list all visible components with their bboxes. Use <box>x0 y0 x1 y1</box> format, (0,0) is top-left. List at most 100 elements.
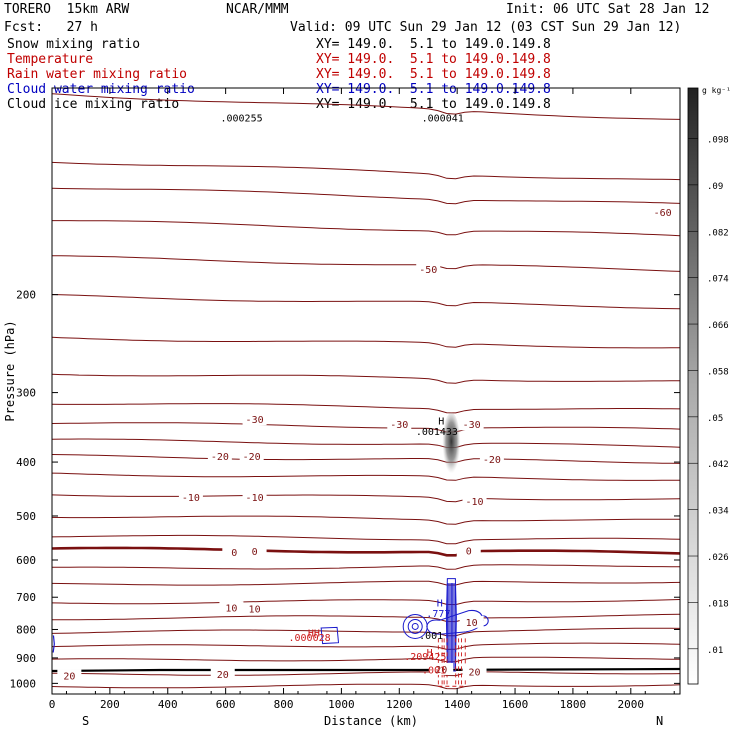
colorbar-tick-label: .026 <box>707 553 729 563</box>
x-tick-label: 800 <box>274 698 294 711</box>
temperature-contour <box>52 422 680 433</box>
colorbar-tick-label: .082 <box>707 228 729 238</box>
temperature-contour <box>52 671 680 677</box>
cloud-water-contour <box>407 618 423 634</box>
temperature-label-bg <box>239 449 264 462</box>
colorbar-tick-label: .058 <box>707 367 729 377</box>
extremum-label: .209425 <box>404 652 446 663</box>
temperature-contour <box>52 546 680 557</box>
temperature-label-bg <box>242 413 267 426</box>
temperature-label-bg <box>456 544 481 557</box>
temperature-contour <box>52 534 680 545</box>
temperature-label-bg <box>242 602 267 615</box>
extremum-label: .000041 <box>422 113 464 124</box>
colorbar-tick-label: .034 <box>707 507 729 517</box>
plot-frame <box>51 87 681 695</box>
colorbar-tick-label: .018 <box>707 599 729 609</box>
temperature-contour <box>52 161 680 181</box>
temperature-contour <box>52 515 680 525</box>
temperature-label-bg <box>429 662 454 675</box>
temperature-label-bg <box>459 615 484 628</box>
temperature-contour <box>52 454 680 464</box>
y-tick-label: 200 <box>16 289 36 302</box>
extremum-label: .777 <box>426 609 450 620</box>
temperature-label-bg <box>210 668 235 681</box>
colorbar-tick-label: .066 <box>707 321 729 331</box>
temperature-label-bg <box>462 665 487 678</box>
y-tick-label: 1000 <box>10 677 37 690</box>
temperature-label: 20 <box>63 672 75 683</box>
center-title: NCAR/MMM <box>226 2 289 17</box>
cloud-water-contour <box>52 635 55 653</box>
x-tick-label: 1800 <box>560 698 587 711</box>
field-xy-range: XY= 149.0. 5.1 to 149.0.149.8 <box>316 67 551 82</box>
temperature-label: -20 <box>211 452 229 463</box>
temperature-contour <box>52 403 680 414</box>
temperature-contour <box>52 93 680 120</box>
temperature-label-bg <box>242 490 267 503</box>
extremum-label: .000255 <box>220 113 262 124</box>
y-tick-label: 700 <box>16 591 36 604</box>
temperature-contour <box>52 613 680 623</box>
colorbar-unit: g kg⁻¹ <box>702 86 731 95</box>
temperature-contour <box>52 599 680 606</box>
temperature-label-bg <box>207 449 232 462</box>
temperature-contour <box>52 472 680 481</box>
temperature-label: 0 <box>252 547 258 558</box>
temperature-label-bg <box>57 669 82 682</box>
temperature-label: 20 <box>217 670 229 681</box>
temperature-contour <box>52 564 680 570</box>
temperature-label-bg <box>387 418 412 431</box>
init-time: Init: 06 UTC Sat 28 Jan 12 <box>506 2 710 17</box>
x-tick-label: 600 <box>216 698 236 711</box>
y-tick-label: 300 <box>16 387 36 400</box>
cloud-water-contour <box>411 623 419 630</box>
temperature-contour <box>52 220 680 237</box>
x-tick-label: 2000 <box>618 698 645 711</box>
temperature-label: 0 <box>231 548 237 559</box>
temperature-contour <box>52 336 680 349</box>
model-title: TORERO 15km ARW <box>4 2 130 17</box>
temperature-contour <box>52 580 680 586</box>
colorbar-gradient <box>687 87 699 685</box>
temperature-label: -20 <box>483 455 501 466</box>
temperature-contour <box>52 187 680 205</box>
cloud-water-contour <box>320 626 340 645</box>
x-tick-label: 400 <box>158 698 178 711</box>
x-tick-label: 1400 <box>444 698 471 711</box>
ground-line <box>52 667 680 673</box>
temperature-label: -30 <box>390 420 408 431</box>
temperature-label-bg <box>479 453 504 466</box>
colorbar-tick-label: .01 <box>707 646 723 656</box>
y-axis-label: Pressure (hPa) <box>3 320 17 421</box>
temperature-contour <box>52 642 680 650</box>
temperature-label-bg <box>462 495 487 508</box>
temperature-contour <box>52 438 680 448</box>
cloud-water-contour <box>402 613 428 639</box>
temperature-contour <box>52 494 680 503</box>
temperature-label-bg <box>416 263 441 276</box>
x-tick-label: 200 <box>100 698 120 711</box>
valid-time: Valid: 09 UTC Sun 29 Jan 12 (03 CST Sun … <box>290 20 682 35</box>
y-tick-label: 600 <box>16 554 36 567</box>
y-tick-label: 900 <box>16 652 36 665</box>
temperature-label: -30 <box>463 420 481 431</box>
temperature-label-bg <box>222 545 247 558</box>
temperature-label: -10 <box>182 493 200 504</box>
colorbar-tick-label: .074 <box>707 275 729 285</box>
temperature-label-bg <box>650 205 675 218</box>
temperature-label: 10 <box>249 605 261 616</box>
x-tick-label: 0 <box>49 698 56 711</box>
temperature-contour <box>52 294 680 310</box>
temperature-label: -10 <box>246 493 264 504</box>
field-xy-range: XY= 149.0. 5.1 to 149.0.149.8 <box>316 52 551 67</box>
cloud-water-column <box>445 578 457 672</box>
y-tick-label: 400 <box>16 456 36 469</box>
colorbar-tick-label: .042 <box>707 460 729 470</box>
temperature-label: -20 <box>243 452 261 463</box>
temperature-label: -30 <box>246 415 264 426</box>
temperature-label-bg <box>219 601 244 614</box>
extremum-label: .001 <box>422 666 446 677</box>
colorbar-tick-label: .05 <box>707 414 723 424</box>
